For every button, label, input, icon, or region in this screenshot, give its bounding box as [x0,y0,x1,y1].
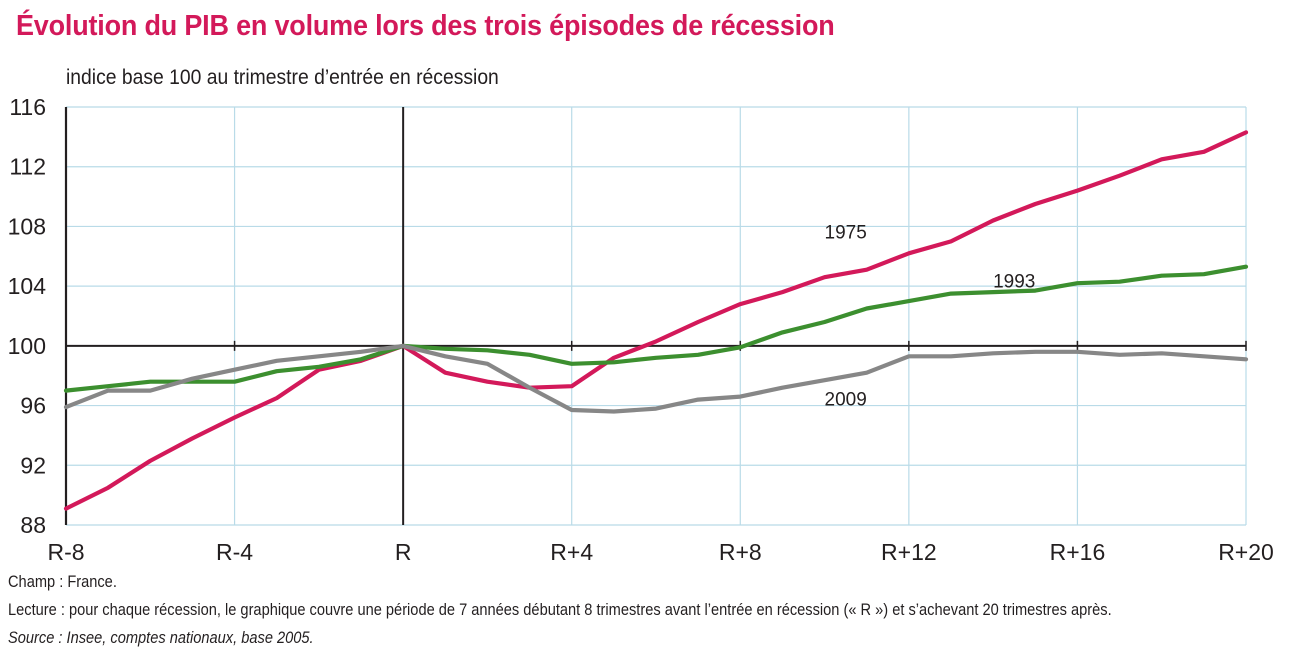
series-label-2009: 2009 [825,390,867,411]
series-label-1975: 1975 [825,222,867,243]
x-tick-label: R+12 [881,539,937,565]
series-line-1975 [63,130,1249,511]
series-line-2009 [63,343,1249,414]
y-tick-label: 116 [9,94,46,120]
y-tick-label: 88 [20,512,46,538]
y-axis-unit-label: indice base 100 au trimestre d’entrée en… [66,66,499,89]
footnote-source: Source : Insee, comptes nationaux, base … [8,628,314,647]
y-axis-ticks: 88 92 96 100 104 108 112 116 [8,94,47,538]
y-tick-label: 108 [8,213,46,239]
x-tick-label: R+8 [719,539,762,565]
series-labels: 1975 1993 2009 [825,222,1036,410]
x-tick-label: R+16 [1050,539,1106,565]
x-tick-label: R-8 [47,539,84,565]
x-tick-label: R [395,539,412,565]
chart-title: Évolution du PIB en volume lors des troi… [16,10,835,42]
y-tick-label: 92 [20,452,46,478]
axes [64,107,1247,525]
series-line-1993 [63,264,1249,393]
footnote-lecture: Lecture : pour chaque récession, le grap… [8,600,1112,619]
x-tick-label: R+4 [550,539,593,565]
x-tick-label: R+20 [1218,539,1274,565]
x-axis-ticks: R-8 R-4 R R+4 R+8 R+12 R+16 R+20 [47,539,1273,565]
footnote-champ: Champ : France. [8,572,117,591]
series-label-1993: 1993 [993,272,1035,293]
y-tick-label: 100 [8,333,46,359]
x-tick-label: R-4 [216,539,253,565]
y-tick-label: 112 [9,154,46,180]
grid [66,106,1247,526]
y-tick-label: 96 [20,393,46,419]
series-lines [63,130,1249,511]
y-tick-label: 104 [8,273,47,299]
